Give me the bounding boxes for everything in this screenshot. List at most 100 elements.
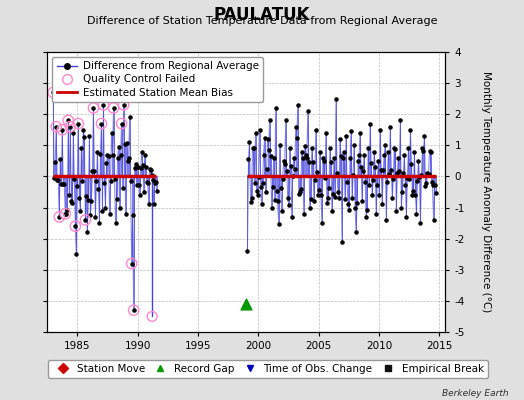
Point: [63, 206, 71, 213]
Point: [428, 179, 436, 185]
Point: [344, 201, 352, 208]
Point: [337, 152, 345, 159]
Point: [257, 201, 266, 208]
Point: [55, 214, 63, 220]
Point: [311, 177, 319, 183]
Point: [72, 251, 81, 258]
Point: [367, 160, 375, 166]
Point: [314, 192, 322, 198]
Point: [147, 166, 155, 173]
Point: [319, 155, 327, 161]
Point: [298, 148, 306, 155]
Point: [100, 180, 108, 186]
Point: [315, 187, 323, 193]
Point: [365, 182, 374, 188]
Point: [347, 128, 355, 134]
Point: [371, 164, 379, 170]
Point: [275, 220, 283, 227]
Point: [150, 180, 159, 186]
Point: [149, 200, 158, 207]
Point: [342, 133, 350, 139]
Point: [289, 173, 297, 179]
Point: [323, 200, 331, 206]
Point: [279, 158, 288, 164]
Point: [112, 196, 121, 202]
Point: [244, 156, 253, 162]
Point: [97, 120, 106, 127]
Point: [99, 102, 107, 108]
Point: [425, 148, 434, 154]
Point: [141, 164, 150, 170]
Point: [396, 117, 405, 124]
Point: [126, 178, 135, 184]
Point: [391, 146, 399, 152]
Point: [304, 159, 313, 166]
Point: [81, 217, 90, 223]
Point: [69, 130, 78, 136]
Point: [86, 211, 95, 218]
Point: [299, 154, 307, 161]
Point: [110, 105, 118, 111]
Point: [62, 210, 70, 217]
Point: [64, 117, 72, 124]
Point: [305, 204, 314, 211]
Point: [333, 170, 341, 176]
Point: [84, 196, 93, 203]
Point: [397, 205, 406, 211]
Point: [282, 168, 291, 174]
Point: [61, 210, 70, 217]
Point: [414, 158, 423, 164]
Point: [421, 183, 430, 190]
Point: [334, 189, 342, 195]
Point: [281, 117, 290, 124]
Point: [430, 182, 439, 188]
Point: [115, 204, 124, 211]
Point: [136, 165, 145, 172]
Point: [119, 102, 128, 108]
Point: [89, 105, 97, 111]
Point: [431, 189, 440, 196]
Point: [313, 169, 321, 176]
Point: [331, 193, 339, 200]
Point: [74, 120, 82, 127]
Point: [132, 161, 140, 167]
Point: [99, 102, 107, 108]
Point: [325, 184, 333, 191]
Point: [64, 117, 72, 124]
Point: [350, 142, 358, 148]
Point: [112, 220, 120, 226]
Point: [352, 229, 361, 236]
Point: [355, 151, 363, 158]
Point: [76, 208, 84, 214]
Point: [92, 178, 101, 184]
Point: [418, 145, 427, 152]
Point: [148, 313, 156, 320]
Point: [326, 145, 334, 152]
Point: [384, 148, 392, 155]
Point: [49, 89, 58, 96]
Point: [413, 177, 422, 184]
Point: [346, 154, 354, 161]
Text: Berkeley Earth: Berkeley Earth: [442, 389, 508, 398]
Point: [129, 307, 138, 314]
Point: [315, 148, 324, 155]
Point: [261, 189, 270, 195]
Point: [335, 194, 343, 201]
Point: [368, 192, 376, 198]
Point: [253, 192, 261, 198]
Point: [250, 180, 259, 186]
Point: [75, 195, 83, 201]
Point: [93, 148, 102, 155]
Point: [339, 155, 347, 161]
Point: [357, 164, 365, 170]
Point: [277, 184, 285, 191]
Point: [294, 190, 303, 197]
Point: [353, 200, 361, 206]
Point: [296, 189, 304, 195]
Point: [80, 134, 89, 141]
Point: [89, 105, 97, 111]
Point: [286, 145, 294, 152]
Point: [102, 159, 111, 166]
Y-axis label: Monthly Temperature Anomaly Difference (°C): Monthly Temperature Anomaly Difference (…: [482, 71, 492, 313]
Point: [103, 152, 112, 158]
